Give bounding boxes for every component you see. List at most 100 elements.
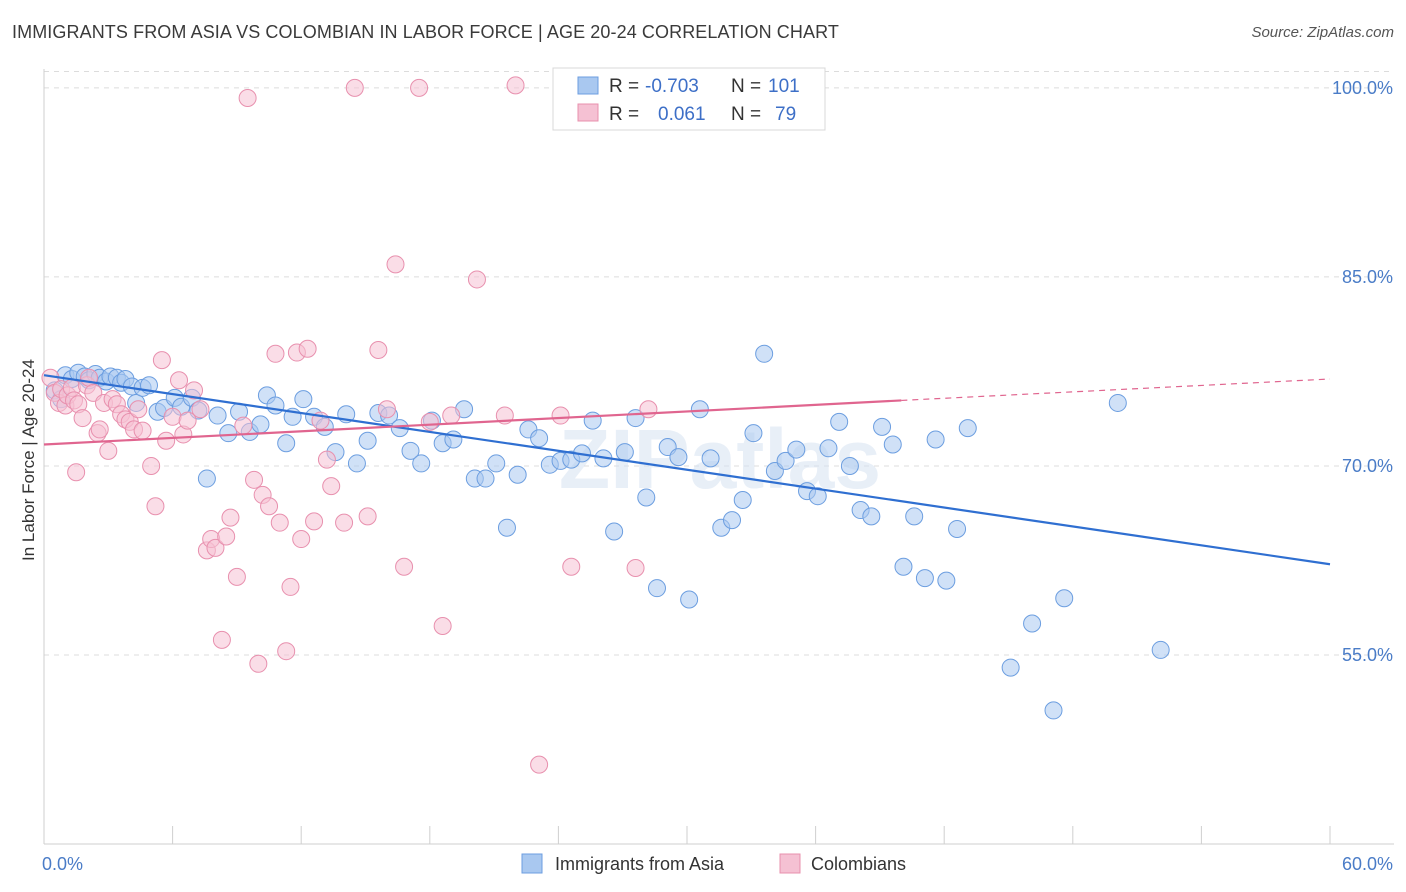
point-asia-39 (347, 454, 366, 473)
bottom-legend-swatch-colombians (779, 853, 801, 874)
point-asia-99 (1044, 701, 1063, 720)
point-colombians-51 (277, 642, 296, 661)
point-colombians-43 (234, 416, 253, 435)
legend-n-value-asia: 101 (768, 76, 800, 97)
stats-legend: R = -0.703 N = 101 R = 0.061 N = 79 (552, 67, 826, 131)
legend-swatch-colombians (577, 103, 599, 122)
y-axis-label: In Labor Force | Age 20-24 (19, 359, 38, 561)
series-legend: Immigrants from Asia Colombians (521, 853, 906, 874)
source-label: Source: ZipAtlas.com (1251, 24, 1394, 41)
point-asia-34 (294, 390, 313, 409)
point-colombians-71 (467, 270, 486, 289)
point-colombians-67 (410, 78, 429, 97)
point-asia-100 (1055, 589, 1074, 608)
point-asia-82 (808, 487, 827, 506)
point-asia-74 (723, 511, 742, 530)
point-colombians-31 (170, 371, 189, 390)
point-asia-53 (497, 518, 516, 537)
point-asia-85 (840, 456, 859, 475)
trend-line-asia (43, 374, 1331, 566)
legend-r-value-asia: -0.703 (645, 76, 699, 97)
point-asia-29 (251, 415, 270, 434)
trend-line-dashed-colombians (901, 378, 1331, 402)
point-asia-24 (197, 469, 216, 488)
point-colombians-68 (420, 412, 439, 431)
point-colombians-15 (90, 420, 109, 439)
legend-r-value-colombians: 0.061 (658, 104, 706, 125)
point-colombians-40 (217, 527, 236, 546)
point-colombians-64 (377, 400, 396, 419)
point-asia-26 (219, 424, 238, 443)
point-colombians-28 (152, 351, 171, 370)
point-colombians-56 (305, 512, 324, 531)
point-colombians-76 (562, 557, 581, 576)
point-asia-71 (690, 400, 709, 419)
point-colombians-70 (442, 406, 461, 425)
point-asia-101 (1108, 393, 1127, 412)
point-colombians-38 (206, 538, 225, 557)
y-tick-label-3: 55.0% (1342, 645, 1393, 665)
point-asia-75 (733, 490, 752, 509)
point-colombians-17 (99, 441, 118, 460)
point-colombians-60 (335, 513, 354, 532)
grid-lines (44, 71, 1394, 656)
x-tick-label-max: 60.0% (1342, 854, 1393, 874)
point-asia-92 (915, 569, 934, 588)
point-asia-80 (787, 440, 806, 459)
y-tick-label-2: 70.0% (1342, 456, 1393, 476)
x-tick-labels: 0.0% 60.0% (42, 854, 1393, 874)
point-asia-83 (819, 439, 838, 458)
series-colombians-points (41, 76, 658, 774)
point-colombians-29 (157, 431, 176, 450)
point-colombians-61 (345, 78, 364, 97)
point-asia-70 (680, 590, 699, 609)
bottom-legend-swatch-asia (521, 853, 543, 874)
point-colombians-59 (322, 477, 341, 496)
point-colombians-62 (358, 507, 377, 526)
y-tick-labels: 100.0% 85.0% 70.0% 55.0% (1332, 78, 1393, 665)
point-colombians-69 (433, 616, 452, 635)
bottom-legend-label-colombians: Colombians (811, 854, 906, 874)
point-asia-102 (1151, 640, 1170, 659)
trend-lines (43, 374, 1331, 566)
trend-line-colombians (43, 399, 902, 446)
point-asia-79 (776, 451, 795, 470)
point-asia-63 (605, 522, 624, 541)
point-colombians-50 (270, 513, 289, 532)
point-asia-31 (266, 396, 285, 415)
point-asia-51 (476, 469, 495, 488)
point-colombians-39 (212, 630, 231, 649)
point-colombians-41 (221, 508, 240, 527)
point-asia-69 (669, 448, 688, 467)
point-colombians-55 (298, 339, 317, 358)
legend-n-label-colombians: N = (731, 104, 761, 125)
legend-n-label-asia: N = (731, 76, 761, 97)
point-colombians-65 (386, 255, 405, 274)
legend-r-label-colombians: R = (609, 104, 639, 125)
point-colombians-44 (238, 88, 257, 107)
point-asia-52 (487, 454, 506, 473)
point-asia-32 (277, 434, 296, 453)
point-colombians-78 (639, 400, 658, 419)
legend-r-label-asia: R = (609, 76, 639, 97)
chart-title: IMMIGRANTS FROM ASIA VS COLOMBIAN IN LAB… (12, 22, 839, 42)
point-colombians-73 (506, 76, 525, 95)
point-asia-66 (637, 488, 656, 507)
y-tick-label-0: 100.0% (1332, 78, 1393, 98)
point-asia-90 (894, 557, 913, 576)
point-colombians-8 (67, 463, 86, 482)
point-asia-94 (937, 571, 956, 590)
point-asia-61 (583, 411, 602, 430)
point-colombians-35 (191, 400, 210, 419)
point-asia-25 (208, 406, 227, 425)
point-colombians-46 (249, 654, 268, 673)
point-asia-54 (508, 465, 527, 484)
point-colombians-24 (129, 400, 148, 419)
point-asia-98 (1023, 614, 1042, 633)
point-colombians-66 (395, 557, 414, 576)
x-tick-label-min: 0.0% (42, 854, 83, 874)
point-asia-77 (755, 344, 774, 363)
point-colombians-34 (185, 381, 204, 400)
point-asia-96 (958, 419, 977, 438)
